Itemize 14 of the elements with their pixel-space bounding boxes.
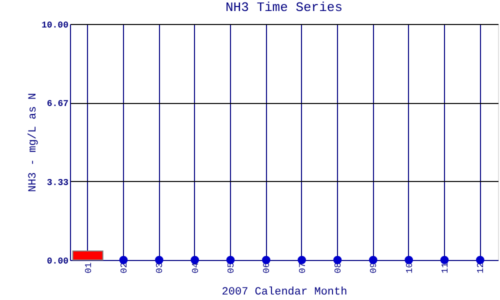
x-tick-label: 07 (298, 262, 308, 274)
x-tick-label: 04 (190, 262, 201, 274)
y-axis-title: NH3 - mg/L as N (27, 92, 40, 192)
x-tick-label: 01 (84, 262, 94, 274)
x-tick-label: 03 (155, 262, 166, 274)
y-tick-label: 3.33 (46, 178, 68, 188)
y-tick-label: 6.67 (46, 99, 68, 110)
x-tick-label: 11 (440, 262, 450, 274)
x-axis-title: 2007 Calendar Month (222, 286, 348, 298)
y-tick-label: 10.00 (41, 20, 68, 30)
x-tick-label: 12 (476, 262, 486, 274)
y-tick-label: 0.00 (46, 256, 68, 266)
x-tick-label: 02 (120, 262, 130, 274)
chart-title: NH3 Time Series (225, 0, 343, 15)
